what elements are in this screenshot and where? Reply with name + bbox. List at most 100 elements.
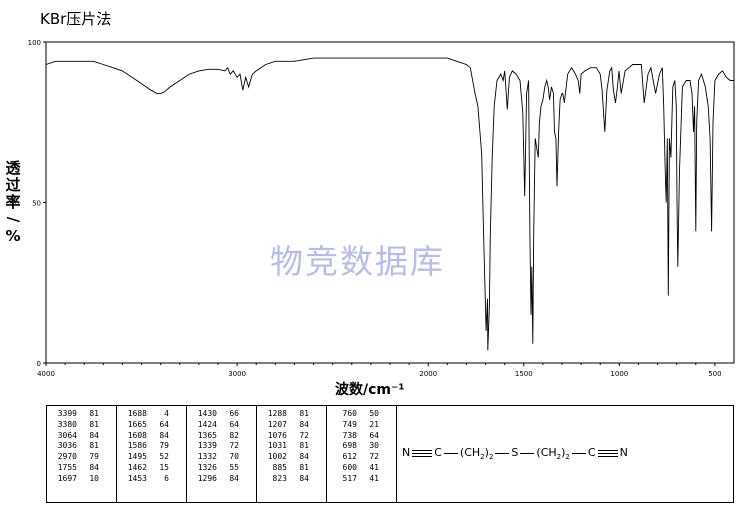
peak-wavenumber: 885	[272, 462, 287, 472]
x-tick-label: 2000	[419, 370, 437, 378]
y-axis-label-char: 过	[5, 176, 21, 194]
y-axis-label: 透过率 /%	[4, 160, 23, 245]
peak-wavenumber: 1424	[197, 419, 217, 429]
peak-wavenumber: 1207	[267, 419, 287, 429]
group1-open: (	[459, 446, 465, 459]
plot-frame	[45, 41, 735, 364]
group2-ch: CH	[540, 446, 557, 459]
peak-wavenumber: 1002	[267, 452, 287, 462]
peak-wavenumber: 3399	[57, 409, 77, 418]
peak-wavenumber: 1688	[127, 409, 147, 418]
peak-transmittance: 10	[89, 473, 99, 483]
x-tick-label: 1500	[515, 370, 533, 378]
peak-transmittance: 72	[299, 430, 309, 440]
peak-table-row: 1002 84	[257, 452, 326, 463]
peak-wavenumber: 823	[272, 473, 287, 483]
peak-table-column: 760 50 749 21 738 64 698 30 612 72 600 41 517 41	[327, 406, 397, 502]
peak-transmittance: 81	[299, 462, 309, 472]
peak-wavenumber: 1665	[127, 419, 147, 429]
peak-table-row: 1424 64	[187, 420, 256, 431]
peak-wavenumber: 1288	[267, 409, 287, 418]
peak-transmittance: 64	[369, 430, 379, 440]
peak-transmittance: 84	[229, 473, 239, 483]
peak-transmittance: 50	[369, 409, 379, 418]
peak-transmittance: 21	[369, 419, 379, 429]
group2-close: )	[561, 446, 566, 459]
peak-transmittance: 52	[159, 452, 169, 462]
peak-wavenumber: 1332	[197, 452, 217, 462]
peak-wavenumber: 1462	[127, 462, 147, 472]
spectrum-line	[45, 57, 734, 351]
peak-transmittance: 4	[164, 409, 169, 418]
peak-table-row: 823 84	[257, 474, 326, 485]
group1-ch: CH	[464, 446, 481, 459]
peak-table-row: 749 21	[327, 420, 396, 431]
peak-table-row: 1339 72	[187, 441, 256, 452]
peak-transmittance: 84	[299, 452, 309, 462]
method-label: KBr压片法	[40, 10, 112, 28]
peak-wavenumber: 738	[342, 430, 357, 440]
peak-transmittance: 84	[299, 419, 309, 429]
peak-table-column: 1430 66 1424 64 1365 82 1339 72 1332 70 1326 55 1296…	[187, 406, 257, 502]
peak-table-row: 1207 84	[257, 420, 326, 431]
peak-wavenumber: 1031	[267, 441, 287, 451]
peak-wavenumber: 1339	[197, 441, 217, 451]
peak-table-row: 1296 84	[187, 474, 256, 485]
peak-wavenumber: 1076	[267, 430, 287, 440]
peak-wavenumber: 3064	[57, 430, 77, 440]
peak-table-row: 1288 81	[257, 409, 326, 420]
peak-transmittance: 30	[369, 441, 379, 451]
peak-table-column: 1688 4 1665 64 1608 84 1586 79 1495 52 1462 15 1453 6	[117, 406, 187, 502]
peak-transmittance: 72	[229, 441, 239, 451]
atom-n1: N	[402, 446, 411, 459]
peak-transmittance: 84	[159, 430, 169, 440]
peak-wavenumber: 749	[342, 419, 357, 429]
peak-table-row: 738 64	[327, 431, 396, 442]
y-ticks: 0 50 100	[28, 39, 46, 368]
peak-table-row: 3036 81	[47, 441, 116, 452]
peak-wavenumber: 1430	[197, 409, 217, 418]
triple-bond	[597, 449, 618, 457]
peak-wavenumber: 1755	[57, 462, 77, 472]
x-axis-label: 波数/cm⁻¹	[335, 382, 405, 398]
peak-wavenumber: 1326	[197, 462, 217, 472]
peak-transmittance: 55	[229, 462, 239, 472]
group2-h: 2	[556, 453, 562, 462]
group1-h: 2	[480, 453, 485, 462]
peak-table-row: 1665 64	[117, 420, 186, 431]
peak-table-row: 1365 82	[187, 431, 256, 442]
y-tick-label: 0	[37, 360, 41, 368]
peak-transmittance: 84	[89, 430, 99, 440]
chemical-structure: N C (CH2)2 S (CH2)2 C N	[402, 446, 628, 461]
peak-table-row: 3399 81	[47, 409, 116, 420]
peak-table-row: 1453 6	[117, 474, 186, 485]
peak-table-row: 1076 72	[257, 431, 326, 442]
peak-table-row: 1688 4	[117, 409, 186, 420]
peak-transmittance: 81	[89, 409, 99, 418]
peak-wavenumber: 1365	[197, 430, 217, 440]
atom-n2: N	[619, 446, 628, 459]
group2-count: 2	[565, 453, 570, 462]
peak-transmittance: 84	[89, 462, 99, 472]
peak-table-row: 760 50	[327, 409, 396, 420]
peak-transmittance: 79	[159, 441, 169, 451]
peak-table-row: 1697 10	[47, 474, 116, 485]
single-bond	[520, 452, 535, 454]
peak-transmittance: 79	[89, 452, 99, 462]
x-ticks: 4000 3000 2000 1500 1000 500	[37, 363, 722, 378]
peak-wavenumber: 1586	[127, 441, 147, 451]
x-tick-label: 4000	[37, 370, 55, 378]
peak-table-row: 698 30	[327, 441, 396, 452]
peak-wavenumber: 2970	[57, 452, 77, 462]
atom-c2: C	[587, 446, 596, 459]
peak-table-column: 1288 81 1207 84 1076 72 1031 81 1002 84 885 81 823 84	[257, 406, 327, 502]
group1-close: )	[484, 446, 489, 459]
peak-wavenumber: 612	[342, 452, 357, 462]
peak-wavenumber: 1453	[127, 473, 147, 483]
atom-c1: C	[434, 446, 442, 459]
peak-transmittance: 64	[159, 419, 169, 429]
peak-wavenumber: 3380	[57, 419, 77, 429]
triple-bond	[412, 449, 433, 457]
peak-transmittance: 81	[89, 419, 99, 429]
y-tick-label: 50	[32, 200, 41, 208]
